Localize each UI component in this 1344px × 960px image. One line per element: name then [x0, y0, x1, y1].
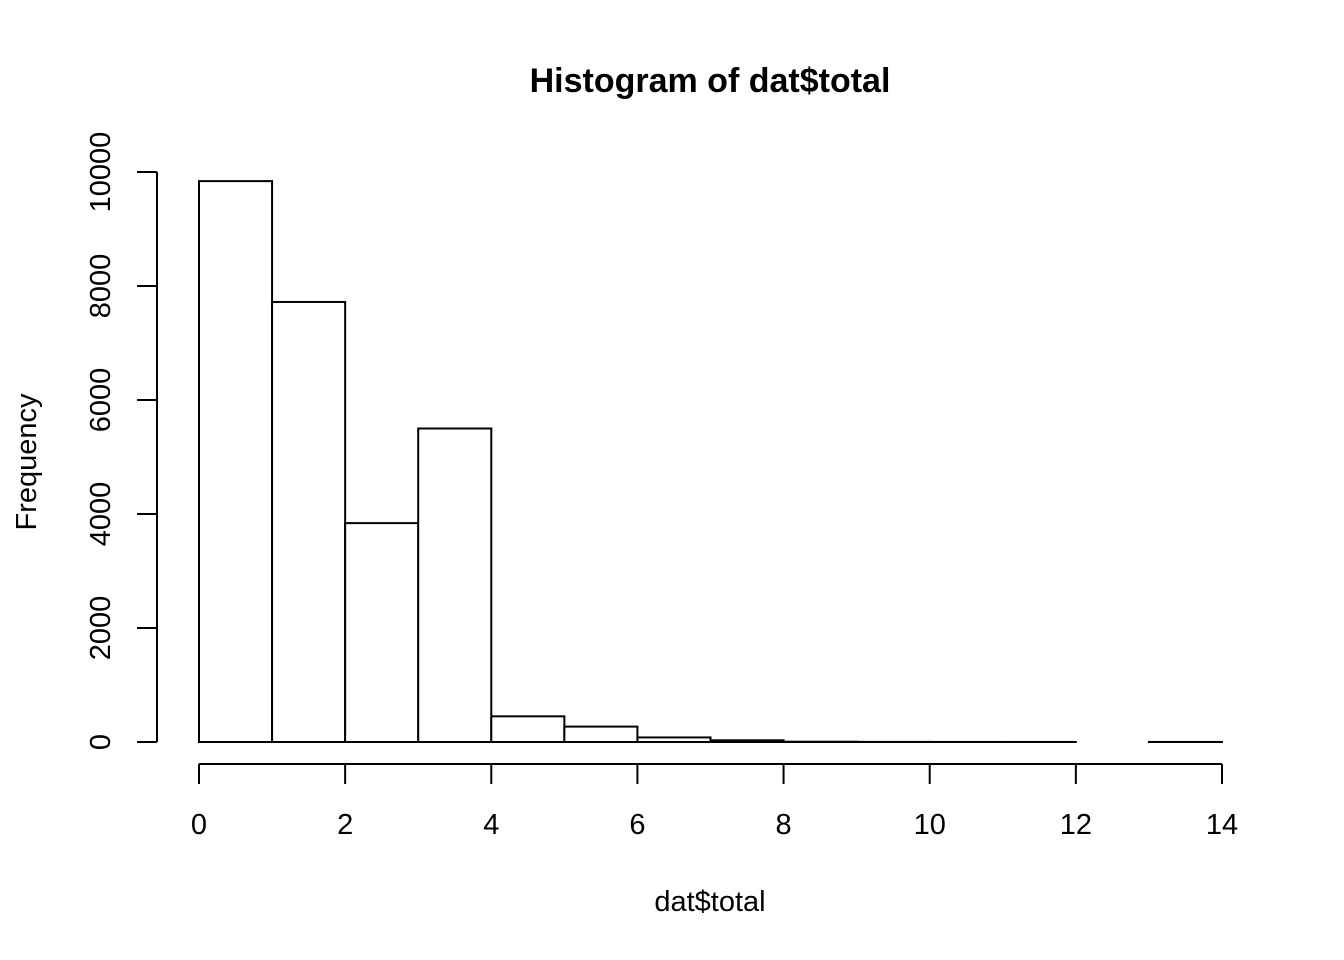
histogram-bar-4 [490, 715, 566, 743]
x-axis-label: dat$total [654, 886, 765, 918]
y-tick-label-2: 4000 [85, 482, 117, 547]
y-axis-label: Frequency [11, 393, 43, 531]
x-tick-label-0: 0 [191, 809, 207, 841]
histogram-bar-1 [271, 300, 347, 743]
y-tick-label-4: 8000 [85, 254, 117, 319]
x-tick-label-5: 10 [914, 809, 946, 841]
bars-group [198, 180, 1224, 744]
x-tick-label-4: 8 [776, 809, 792, 841]
y-axis: 0 2000 4000 6000 8000 10000 [85, 132, 158, 750]
chart-title: Histogram of dat$total [530, 62, 891, 100]
y-tick-label-5: 10000 [85, 132, 117, 213]
y-tick-label-3: 6000 [85, 368, 117, 433]
x-tick-label-3: 6 [629, 809, 645, 841]
x-tick-label-6: 12 [1060, 809, 1092, 841]
y-tick-label-1: 2000 [85, 596, 117, 661]
y-tick-label-0: 0 [85, 734, 117, 750]
histogram-bar-5 [563, 725, 639, 743]
histogram-bar-3 [417, 427, 493, 743]
histogram-bar-6 [636, 736, 712, 744]
histogram-bar-0 [198, 180, 274, 743]
x-axis: 0 2 4 6 8 10 12 14 [191, 763, 1238, 841]
x-tick-label-2: 4 [483, 809, 499, 841]
x-tick-label-1: 2 [337, 809, 353, 841]
histogram-bar-7 [709, 739, 785, 743]
histogram-bar-2 [344, 522, 420, 743]
x-tick-label-7: 14 [1206, 809, 1238, 841]
